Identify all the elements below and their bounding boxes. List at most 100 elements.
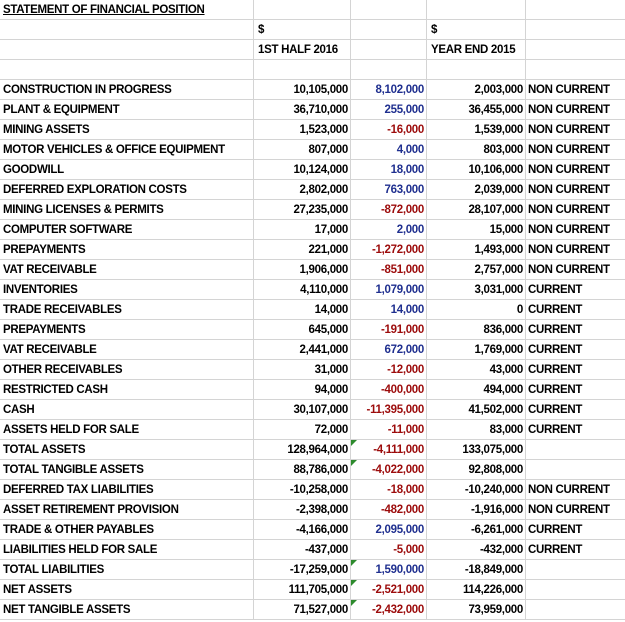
value-1st-half-2016[interactable]: 36,710,000: [254, 100, 351, 120]
row-label[interactable]: NET TANGIBLE ASSETS: [0, 600, 254, 620]
value-1st-half-2016[interactable]: -4,166,000: [254, 520, 351, 540]
currency-h1[interactable]: $: [254, 20, 351, 40]
value-change[interactable]: -191,000: [351, 320, 427, 340]
empty-cell[interactable]: [526, 20, 625, 40]
classification[interactable]: NON CURRENT: [528, 504, 610, 516]
value-1st-half-2016[interactable]: 128,964,000: [254, 440, 351, 460]
classification[interactable]: CURRENT: [528, 524, 583, 536]
row-label[interactable]: VAT RECEIVABLE: [0, 260, 254, 280]
value-change[interactable]: -11,395,000: [351, 400, 427, 420]
classification[interactable]: CURRENT: [528, 424, 583, 436]
value-year-end-2015[interactable]: 2,003,000: [427, 80, 526, 100]
value-1st-half-2016[interactable]: 17,000: [254, 220, 351, 240]
row-label[interactable]: TOTAL ASSETS: [0, 440, 254, 460]
classification[interactable]: [526, 560, 625, 580]
value-change[interactable]: 763,000: [351, 180, 427, 200]
value-1st-half-2016[interactable]: 14,000: [254, 300, 351, 320]
value-1st-half-2016[interactable]: 94,000: [254, 380, 351, 400]
value-1st-half-2016[interactable]: 31,000: [254, 360, 351, 380]
value-1st-half-2016[interactable]: 807,000: [254, 140, 351, 160]
row-label[interactable]: MINING ASSETS: [0, 120, 254, 140]
row-label[interactable]: COMPUTER SOFTWARE: [0, 220, 254, 240]
empty-cell[interactable]: [526, 0, 625, 20]
value-1st-half-2016[interactable]: 2,441,000: [254, 340, 351, 360]
value-year-end-2015[interactable]: -6,261,000: [427, 520, 526, 540]
classification[interactable]: CURRENT: [528, 284, 583, 296]
row-label[interactable]: DEFERRED EXPLORATION COSTS: [0, 180, 254, 200]
empty-cell[interactable]: [427, 60, 526, 80]
empty-cell[interactable]: [0, 60, 254, 80]
empty-cell[interactable]: [254, 60, 351, 80]
row-label[interactable]: PREPAYMENTS: [0, 240, 254, 260]
empty-cell[interactable]: [351, 20, 427, 40]
value-year-end-2015[interactable]: 10,106,000: [427, 160, 526, 180]
empty-cell[interactable]: [0, 40, 254, 60]
empty-cell[interactable]: [526, 60, 625, 80]
value-change[interactable]: 1,079,000: [351, 280, 427, 300]
value-1st-half-2016[interactable]: 10,105,000: [254, 80, 351, 100]
classification[interactable]: CURRENT: [528, 344, 583, 356]
classification[interactable]: CURRENT: [528, 384, 583, 396]
value-year-end-2015[interactable]: 114,226,000: [427, 580, 526, 600]
value-change[interactable]: 8,102,000: [351, 80, 427, 100]
value-change[interactable]: -872,000: [351, 200, 427, 220]
row-label[interactable]: VAT RECEIVABLE: [0, 340, 254, 360]
row-label[interactable]: ASSET RETIREMENT PROVISION: [0, 500, 254, 520]
row-label[interactable]: TRADE & OTHER PAYABLES: [0, 520, 254, 540]
value-1st-half-2016[interactable]: -17,259,000: [254, 560, 351, 580]
value-year-end-2015[interactable]: 133,075,000: [427, 440, 526, 460]
value-year-end-2015[interactable]: 41,502,000: [427, 400, 526, 420]
empty-cell[interactable]: [351, 40, 427, 60]
value-change[interactable]: -1,272,000: [351, 240, 427, 260]
value-change[interactable]: -400,000: [351, 380, 427, 400]
value-change[interactable]: -851,000: [351, 260, 427, 280]
empty-cell[interactable]: [526, 40, 625, 60]
value-change[interactable]: 18,000: [351, 160, 427, 180]
value-1st-half-2016[interactable]: 221,000: [254, 240, 351, 260]
row-label[interactable]: TRADE RECEIVABLES: [0, 300, 254, 320]
value-change[interactable]: -4,111,000: [351, 440, 427, 460]
value-change[interactable]: -11,000: [351, 420, 427, 440]
value-year-end-2015[interactable]: 3,031,000: [427, 280, 526, 300]
row-label[interactable]: MOTOR VEHICLES & OFFICE EQUIPMENT: [0, 140, 254, 160]
classification[interactable]: NON CURRENT: [528, 104, 610, 116]
value-1st-half-2016[interactable]: 88,786,000: [254, 460, 351, 480]
value-year-end-2015[interactable]: 83,000: [427, 420, 526, 440]
value-year-end-2015[interactable]: 15,000: [427, 220, 526, 240]
value-change[interactable]: -16,000: [351, 120, 427, 140]
value-1st-half-2016[interactable]: 111,705,000: [254, 580, 351, 600]
row-label[interactable]: LIABILITIES HELD FOR SALE: [0, 540, 254, 560]
value-1st-half-2016[interactable]: 72,000: [254, 420, 351, 440]
classification[interactable]: CURRENT: [528, 404, 583, 416]
value-1st-half-2016[interactable]: -437,000: [254, 540, 351, 560]
value-year-end-2015[interactable]: 803,000: [427, 140, 526, 160]
value-change[interactable]: -2,432,000: [351, 600, 427, 620]
empty-cell[interactable]: [351, 60, 427, 80]
value-1st-half-2016[interactable]: 27,235,000: [254, 200, 351, 220]
empty-cell[interactable]: [427, 0, 526, 20]
classification[interactable]: NON CURRENT: [528, 184, 610, 196]
value-1st-half-2016[interactable]: -10,258,000: [254, 480, 351, 500]
currency-ye[interactable]: $: [427, 20, 526, 40]
value-year-end-2015[interactable]: -1,916,000: [427, 500, 526, 520]
row-label[interactable]: TOTAL LIABILITIES: [0, 560, 254, 580]
value-year-end-2015[interactable]: 1,539,000: [427, 120, 526, 140]
value-change[interactable]: 1,590,000: [351, 560, 427, 580]
value-change[interactable]: -18,000: [351, 480, 427, 500]
row-label[interactable]: DEFERRED TAX LIABILITIES: [0, 480, 254, 500]
row-label[interactable]: ASSETS HELD FOR SALE: [0, 420, 254, 440]
value-1st-half-2016[interactable]: 71,527,000: [254, 600, 351, 620]
value-change[interactable]: 2,095,000: [351, 520, 427, 540]
classification[interactable]: CURRENT: [528, 304, 583, 316]
value-change[interactable]: 4,000: [351, 140, 427, 160]
value-change[interactable]: 14,000: [351, 300, 427, 320]
row-label[interactable]: PREPAYMENTS: [0, 320, 254, 340]
value-1st-half-2016[interactable]: 10,124,000: [254, 160, 351, 180]
classification[interactable]: NON CURRENT: [528, 124, 610, 136]
classification[interactable]: CURRENT: [528, 364, 583, 376]
row-label[interactable]: MINING LICENSES & PERMITS: [0, 200, 254, 220]
value-change[interactable]: 255,000: [351, 100, 427, 120]
value-year-end-2015[interactable]: 28,107,000: [427, 200, 526, 220]
value-year-end-2015[interactable]: -10,240,000: [427, 480, 526, 500]
value-year-end-2015[interactable]: 2,039,000: [427, 180, 526, 200]
